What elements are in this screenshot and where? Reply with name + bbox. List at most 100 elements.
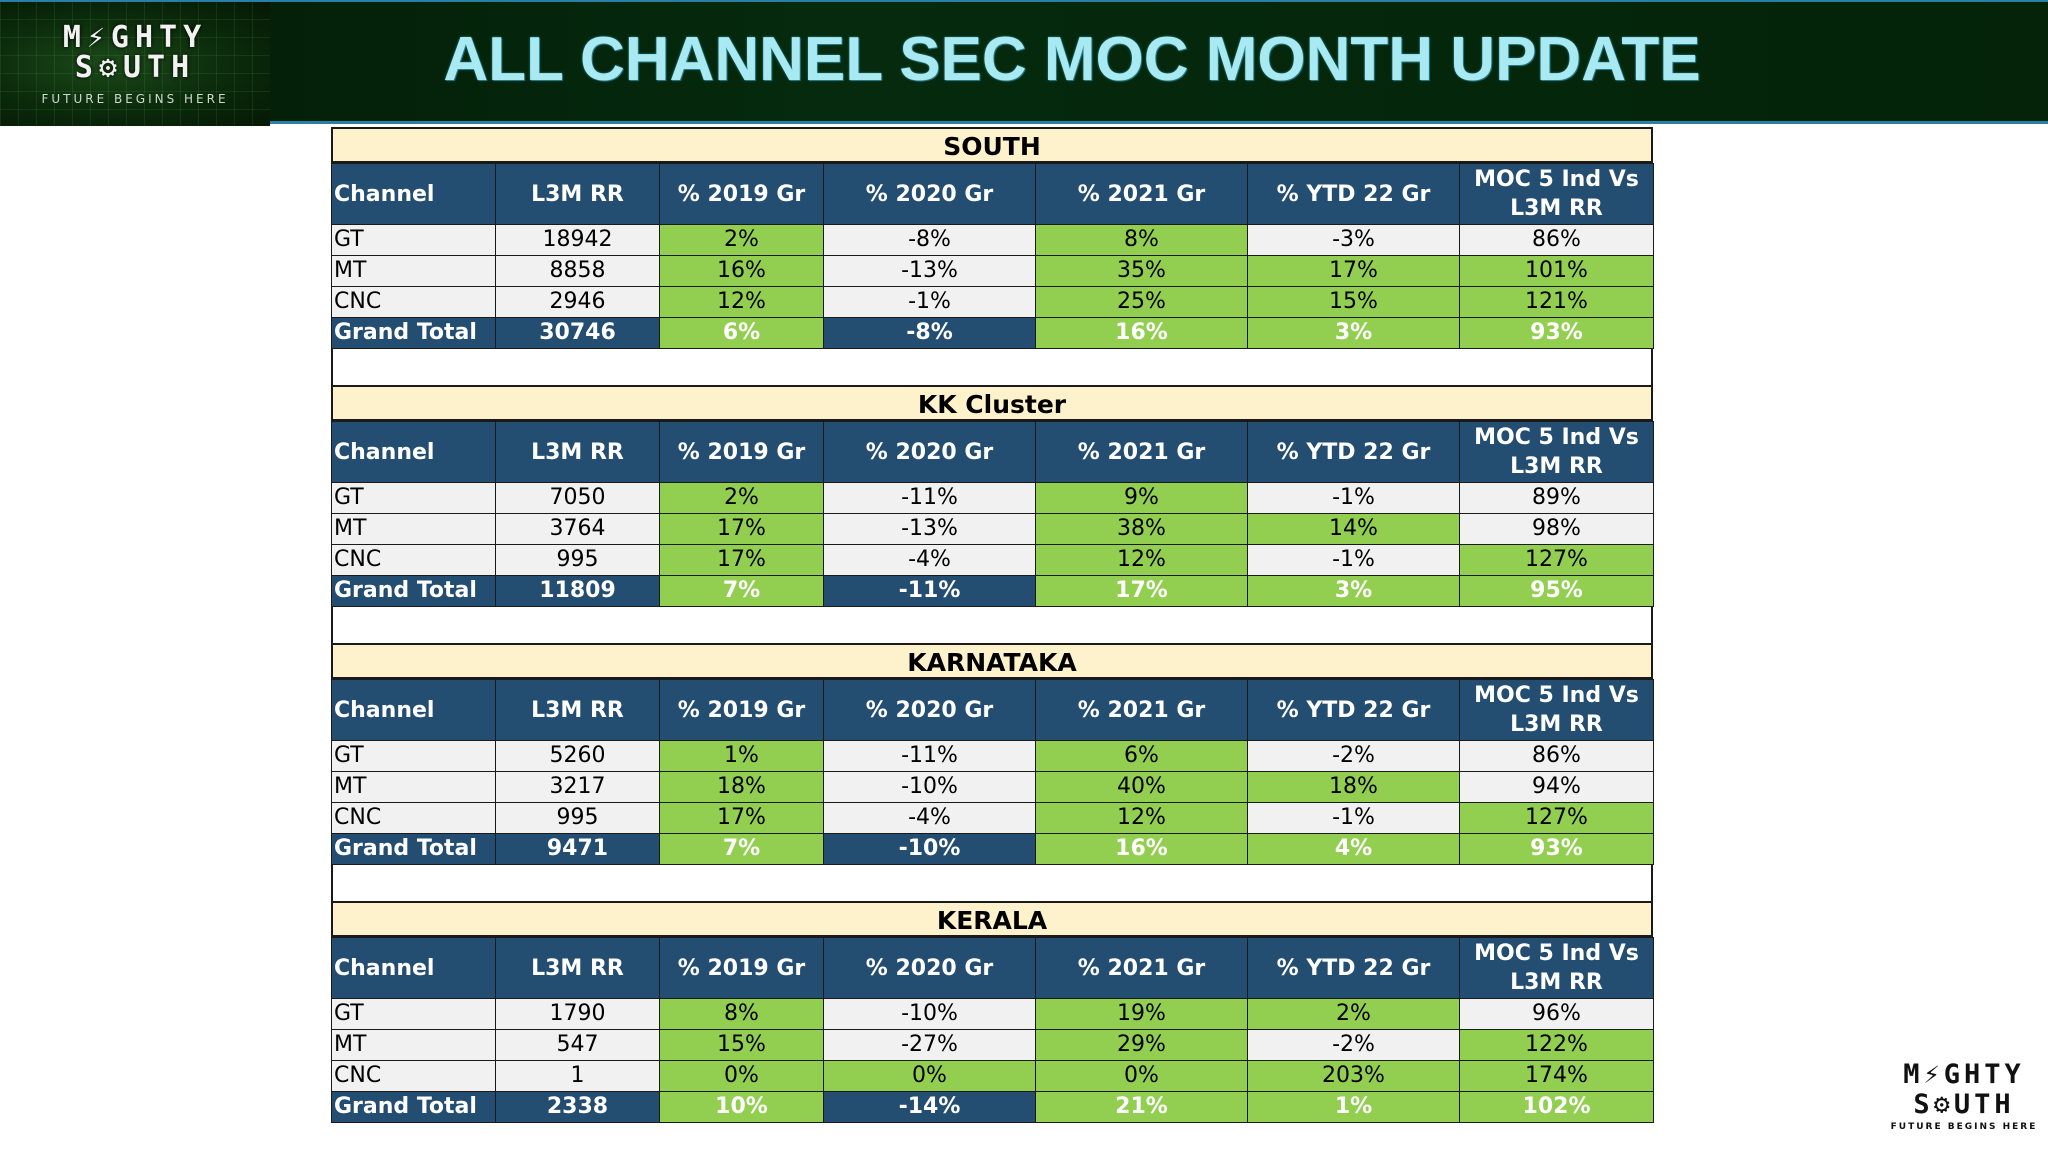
cell-ytd22: 203% [1247, 1060, 1460, 1092]
cell-g2020: -13% [823, 513, 1036, 545]
table-row: MT 3217 18% -10% 40% 18% 94% [331, 771, 1654, 803]
cell-ytd22: 3% [1247, 575, 1460, 607]
cell-g2021: 6% [1035, 740, 1248, 772]
column-header: Channel [331, 679, 496, 741]
column-header: % 2021 Gr [1035, 163, 1248, 225]
region-karnataka: KARNATAKA Channel L3M RR% 2019 Gr% 2020 Gr… [331, 643, 1654, 865]
cell-channel: CNC [331, 544, 496, 576]
cell-ytd22: 17% [1247, 255, 1460, 287]
cell-channel: Grand Total [331, 317, 496, 349]
header-banner: M⚡GHTY S⚙UTH FUTURE BEGINS HERE ALL CHAN… [0, 0, 2048, 126]
cell-l3m: 7050 [495, 482, 660, 514]
column-header: MOC 5 Ind Vs L3M RR [1459, 679, 1654, 741]
cell-g2021: 17% [1035, 575, 1248, 607]
column-header: % YTD 22 Gr [1247, 679, 1460, 741]
table-row: GT 1790 8% -10% 19% 2% 96% [331, 998, 1654, 1030]
corner-logo-line2: S⚙UTH [1913, 1089, 2015, 1120]
logo-line2: S⚙UTH [74, 50, 196, 85]
column-header: % 2020 Gr [823, 937, 1036, 999]
cell-channel: CNC [331, 286, 496, 318]
column-header: MOC 5 Ind Vs L3M RR [1459, 937, 1654, 999]
cell-g2021: 0% [1035, 1060, 1248, 1092]
cell-g2021: 19% [1035, 998, 1248, 1030]
cell-g2019: 6% [659, 317, 824, 349]
table-row: GT 7050 2% -11% 9% -1% 89% [331, 482, 1654, 514]
region-tables: SOUTH Channel L3M RR% 2019 Gr% 2020 Gr% 20… [331, 127, 1654, 1123]
column-header: % 2020 Gr [823, 421, 1036, 483]
cell-l3m: 9471 [495, 833, 660, 865]
column-header: % 2019 Gr [659, 163, 824, 225]
region-title: KK Cluster [331, 385, 1653, 421]
column-header: % 2019 Gr [659, 421, 824, 483]
column-header: Channel [331, 163, 496, 225]
cell-ytd22: -1% [1247, 482, 1460, 514]
cell-moc5: 102% [1459, 1091, 1654, 1123]
cell-g2021: 12% [1035, 802, 1248, 834]
cell-channel: Grand Total [331, 1091, 496, 1123]
cell-channel: MT [331, 255, 496, 287]
region-table: Channel L3M RR% 2019 Gr% 2020 Gr% 2021 Gr… [331, 937, 1654, 1123]
cell-channel: CNC [331, 802, 496, 834]
cell-g2020: -8% [823, 317, 1036, 349]
cell-moc5: 94% [1459, 771, 1654, 803]
logo-tagline: FUTURE BEGINS HERE [41, 92, 229, 106]
cell-channel: CNC [331, 1060, 496, 1092]
region-title: KARNATAKA [331, 643, 1653, 679]
cell-g2020: -11% [823, 482, 1036, 514]
cell-channel: GT [331, 224, 496, 256]
region-spacer [331, 607, 1653, 643]
cell-g2020: -4% [823, 802, 1036, 834]
cell-l3m: 3764 [495, 513, 660, 545]
cell-ytd22: 2% [1247, 998, 1460, 1030]
cell-ytd22: -1% [1247, 544, 1460, 576]
column-header: Channel [331, 421, 496, 483]
cell-g2020: -1% [823, 286, 1036, 318]
cell-g2019: 17% [659, 544, 824, 576]
column-header: % 2021 Gr [1035, 421, 1248, 483]
brand-logo: M⚡GHTY S⚙UTH FUTURE BEGINS HERE [0, 2, 270, 126]
table-row: CNC 2946 12% -1% 25% 15% 121% [331, 286, 1654, 318]
cell-moc5: 98% [1459, 513, 1654, 545]
cell-ytd22: 15% [1247, 286, 1460, 318]
region-kk-cluster: KK Cluster Channel L3M RR% 2019 Gr% 2020 G… [331, 385, 1654, 607]
cell-g2019: 15% [659, 1029, 824, 1061]
column-header: % 2020 Gr [823, 163, 1036, 225]
column-header: Channel [331, 937, 496, 999]
cell-g2020: -10% [823, 771, 1036, 803]
region-south: SOUTH Channel L3M RR% 2019 Gr% 2020 Gr% 20… [331, 127, 1654, 349]
header-row: Channel L3M RR% 2019 Gr% 2020 Gr% 2021 Gr… [331, 679, 1654, 741]
cell-g2020: 0% [823, 1060, 1036, 1092]
cell-g2021: 8% [1035, 224, 1248, 256]
cell-g2021: 40% [1035, 771, 1248, 803]
cell-l3m: 5260 [495, 740, 660, 772]
cell-g2021: 9% [1035, 482, 1248, 514]
column-header: % YTD 22 Gr [1247, 937, 1460, 999]
cell-l3m: 547 [495, 1029, 660, 1061]
cell-l3m: 11809 [495, 575, 660, 607]
column-header: % YTD 22 Gr [1247, 163, 1460, 225]
cell-g2019: 7% [659, 833, 824, 865]
cell-l3m: 1 [495, 1060, 660, 1092]
table-row: GT 18942 2% -8% 8% -3% 86% [331, 224, 1654, 256]
cell-moc5: 89% [1459, 482, 1654, 514]
corner-logo: M⚡GHTY S⚙UTH FUTURE BEGINS HERE [1884, 1060, 2044, 1148]
region-title: SOUTH [331, 127, 1653, 163]
cell-ytd22: 3% [1247, 317, 1460, 349]
table-row: MT 8858 16% -13% 35% 17% 101% [331, 255, 1654, 287]
cell-l3m: 995 [495, 544, 660, 576]
region-kerala: KERALA Channel L3M RR% 2019 Gr% 2020 Gr% 2… [331, 901, 1654, 1123]
column-header: % 2021 Gr [1035, 679, 1248, 741]
cell-ytd22: -1% [1247, 802, 1460, 834]
cell-moc5: 93% [1459, 833, 1654, 865]
region-table: Channel L3M RR% 2019 Gr% 2020 Gr% 2021 Gr… [331, 679, 1654, 865]
column-header: % YTD 22 Gr [1247, 421, 1460, 483]
cell-g2020: -14% [823, 1091, 1036, 1123]
cell-g2021: 16% [1035, 833, 1248, 865]
column-header: L3M RR [495, 421, 660, 483]
logo-line1: M⚡GHTY [62, 20, 208, 55]
cell-moc5: 95% [1459, 575, 1654, 607]
cell-g2020: -4% [823, 544, 1036, 576]
cell-l3m: 995 [495, 802, 660, 834]
grand-total-row: Grand Total 30746 6% -8% 16% 3% 93% [331, 317, 1654, 349]
cell-l3m: 2338 [495, 1091, 660, 1123]
